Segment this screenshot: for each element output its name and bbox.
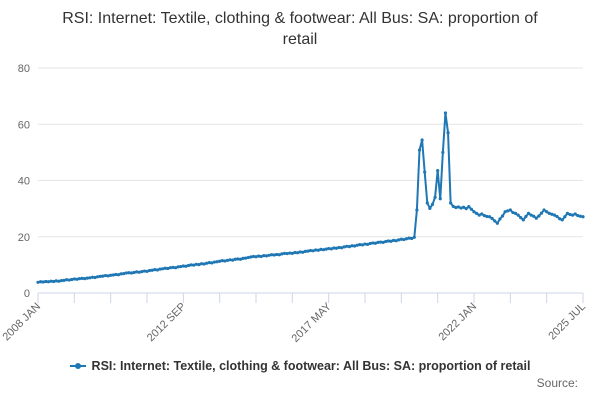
- legend: RSI: Internet: Textile, clothing & footw…: [0, 359, 600, 373]
- chart-title: RSI: Internet: Textile, clothing & footw…: [0, 8, 600, 50]
- legend-line-marker-icon[interactable]: [69, 363, 86, 369]
- x-axis-tick-label: 2017 MAY: [290, 300, 335, 345]
- x-axis-tick-label: 2008 JAN: [0, 301, 43, 344]
- y-axis-tick-label: 20: [18, 232, 30, 244]
- y-axis-tick-label: 60: [18, 119, 30, 131]
- x-axis-tick-label: 2012 SEP: [145, 301, 189, 345]
- legend-dot-icon: [74, 363, 81, 369]
- series-markers: [36, 111, 585, 284]
- source-label: Source:: [536, 376, 578, 390]
- legend-item-label[interactable]: RSI: Internet: Textile, clothing & footw…: [91, 359, 531, 373]
- y-axis-tick-label: 40: [18, 176, 30, 188]
- series-line[interactable]: [37, 112, 584, 284]
- x-axis-tick-label: 2025 JUL: [546, 301, 588, 343]
- x-axis-tick-label: 2022 JAN: [436, 301, 479, 344]
- y-axis-tick-label: 80: [18, 63, 30, 75]
- y-axis-tick-label: 0: [24, 288, 30, 300]
- chart-title-text: RSI: Internet: Textile, clothing & footw…: [62, 10, 538, 48]
